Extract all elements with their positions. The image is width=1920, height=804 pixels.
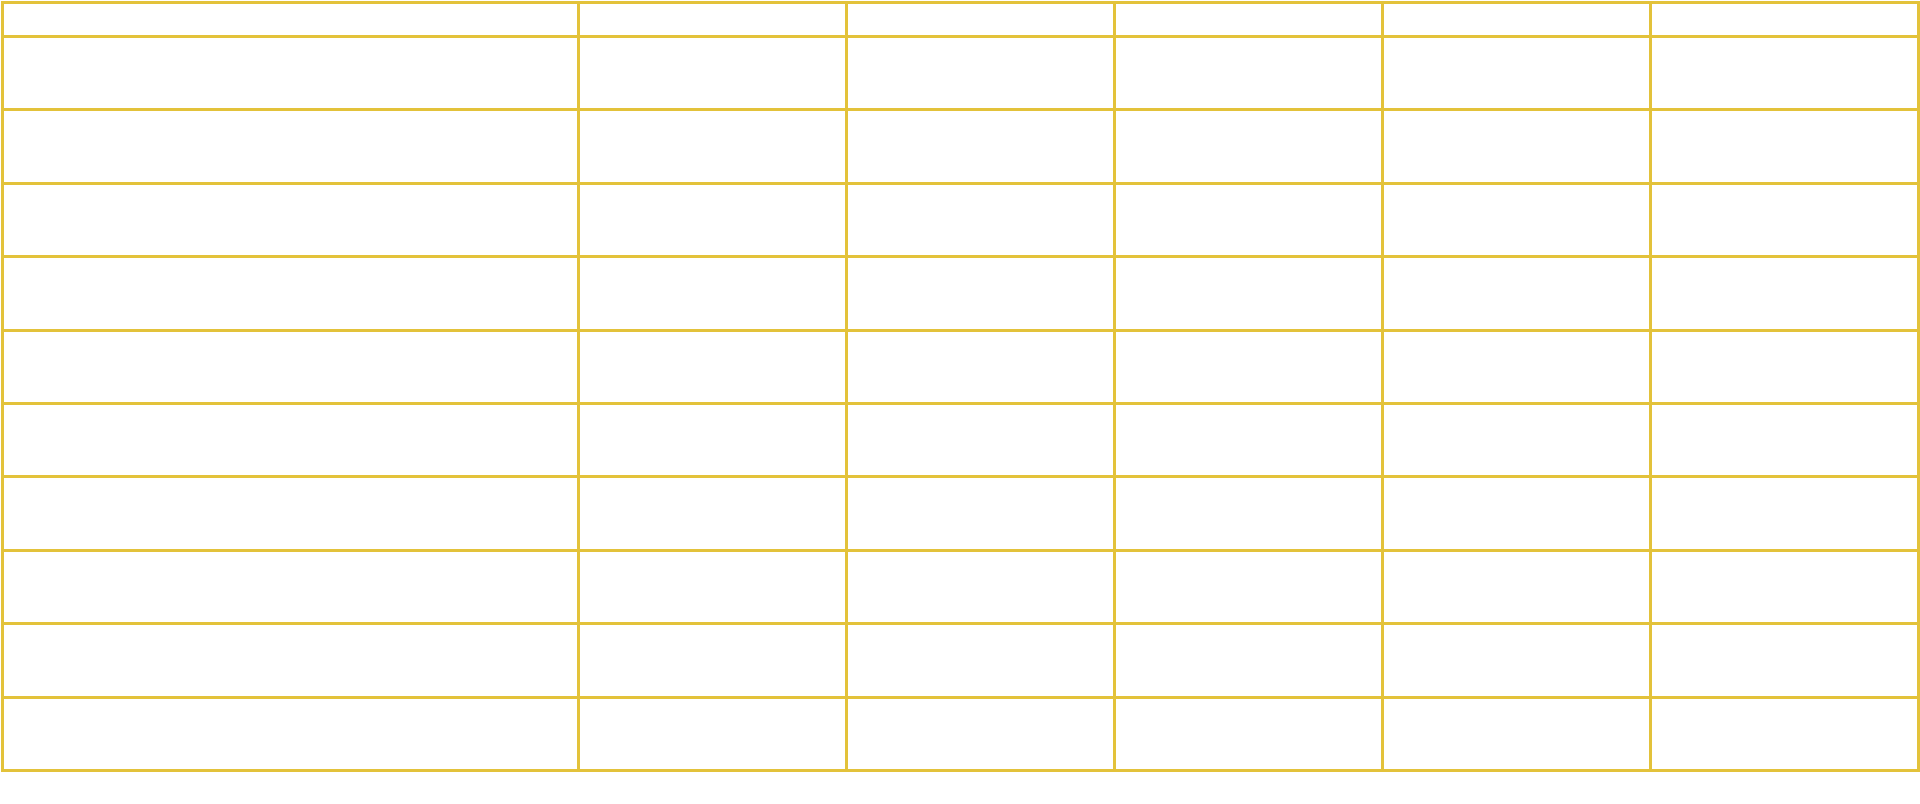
table-cell[interactable] [1381,181,1652,259]
table-cell[interactable] [1113,34,1384,112]
header-cell[interactable] [1649,1,1920,38]
header-cell[interactable] [1381,1,1652,38]
table-cell[interactable] [845,622,1116,699]
table-cell[interactable] [1649,255,1920,332]
table-cell[interactable] [845,401,1116,479]
header-cell[interactable] [845,1,1116,38]
table-cell[interactable] [845,181,1116,259]
table-cell[interactable] [1649,34,1920,112]
table-cell[interactable] [1113,108,1384,185]
table-cell[interactable] [577,695,848,772]
table-cell[interactable] [577,181,848,259]
table-row [1,622,1920,699]
table-row [1,255,1920,332]
table-cell[interactable] [577,475,848,552]
table-cell[interactable] [845,328,1116,405]
table-cell[interactable] [1,181,580,259]
table-cell[interactable] [577,108,848,185]
table-cell[interactable] [845,34,1116,112]
table-cell[interactable] [1,401,580,479]
table-cell[interactable] [1113,328,1384,405]
table-row [1,108,1920,185]
table-cell[interactable] [1381,255,1652,332]
table-cell[interactable] [1649,475,1920,552]
table-cell[interactable] [577,622,848,699]
table-cell[interactable] [1381,401,1652,479]
table-cell[interactable] [845,108,1116,185]
table-cell[interactable] [1649,622,1920,699]
table-cell[interactable] [1113,622,1384,699]
table-cell[interactable] [1,328,580,405]
table-cell[interactable] [1,108,580,185]
header-cell[interactable] [1,1,580,38]
table-cell[interactable] [577,34,848,112]
table-cell[interactable] [1381,548,1652,626]
table-row [1,34,1920,112]
table-cell[interactable] [1381,328,1652,405]
table-cell[interactable] [1113,695,1384,772]
table-cell[interactable] [1113,181,1384,259]
table-cell[interactable] [1113,255,1384,332]
table-cell[interactable] [1381,475,1652,552]
table-row [1,475,1920,552]
table-cell[interactable] [1381,108,1652,185]
table-cell[interactable] [1649,401,1920,479]
table-cell[interactable] [845,695,1116,772]
table-cell[interactable] [577,255,848,332]
table-cell[interactable] [1381,695,1652,772]
table-row [1,328,1920,405]
table-cell[interactable] [845,255,1116,332]
table-cell[interactable] [845,475,1116,552]
table-cell[interactable] [1,695,580,772]
table-cell[interactable] [577,548,848,626]
table-cell[interactable] [1649,328,1920,405]
table-cell[interactable] [1113,475,1384,552]
table-cell[interactable] [1,34,580,112]
table-row [1,401,1920,479]
table-row [1,181,1920,259]
table-row [1,695,1920,772]
empty-grid-table [1,1,1920,772]
table-cell[interactable] [1649,548,1920,626]
table-cell[interactable] [1649,181,1920,259]
table-cell[interactable] [1649,108,1920,185]
table-row [1,548,1920,626]
table-cell[interactable] [577,328,848,405]
header-cell[interactable] [1113,1,1384,38]
table-cell[interactable] [1,622,580,699]
table-cell[interactable] [1,475,580,552]
table-cell[interactable] [845,548,1116,626]
table-cell[interactable] [1113,548,1384,626]
table-cell[interactable] [1,255,580,332]
header-cell[interactable] [577,1,848,38]
table-cell[interactable] [1381,622,1652,699]
table-cell[interactable] [577,401,848,479]
table-header-row [1,1,1920,38]
table-cell[interactable] [1,548,580,626]
table-cell[interactable] [1113,401,1384,479]
table-cell[interactable] [1381,34,1652,112]
table-cell[interactable] [1649,695,1920,772]
